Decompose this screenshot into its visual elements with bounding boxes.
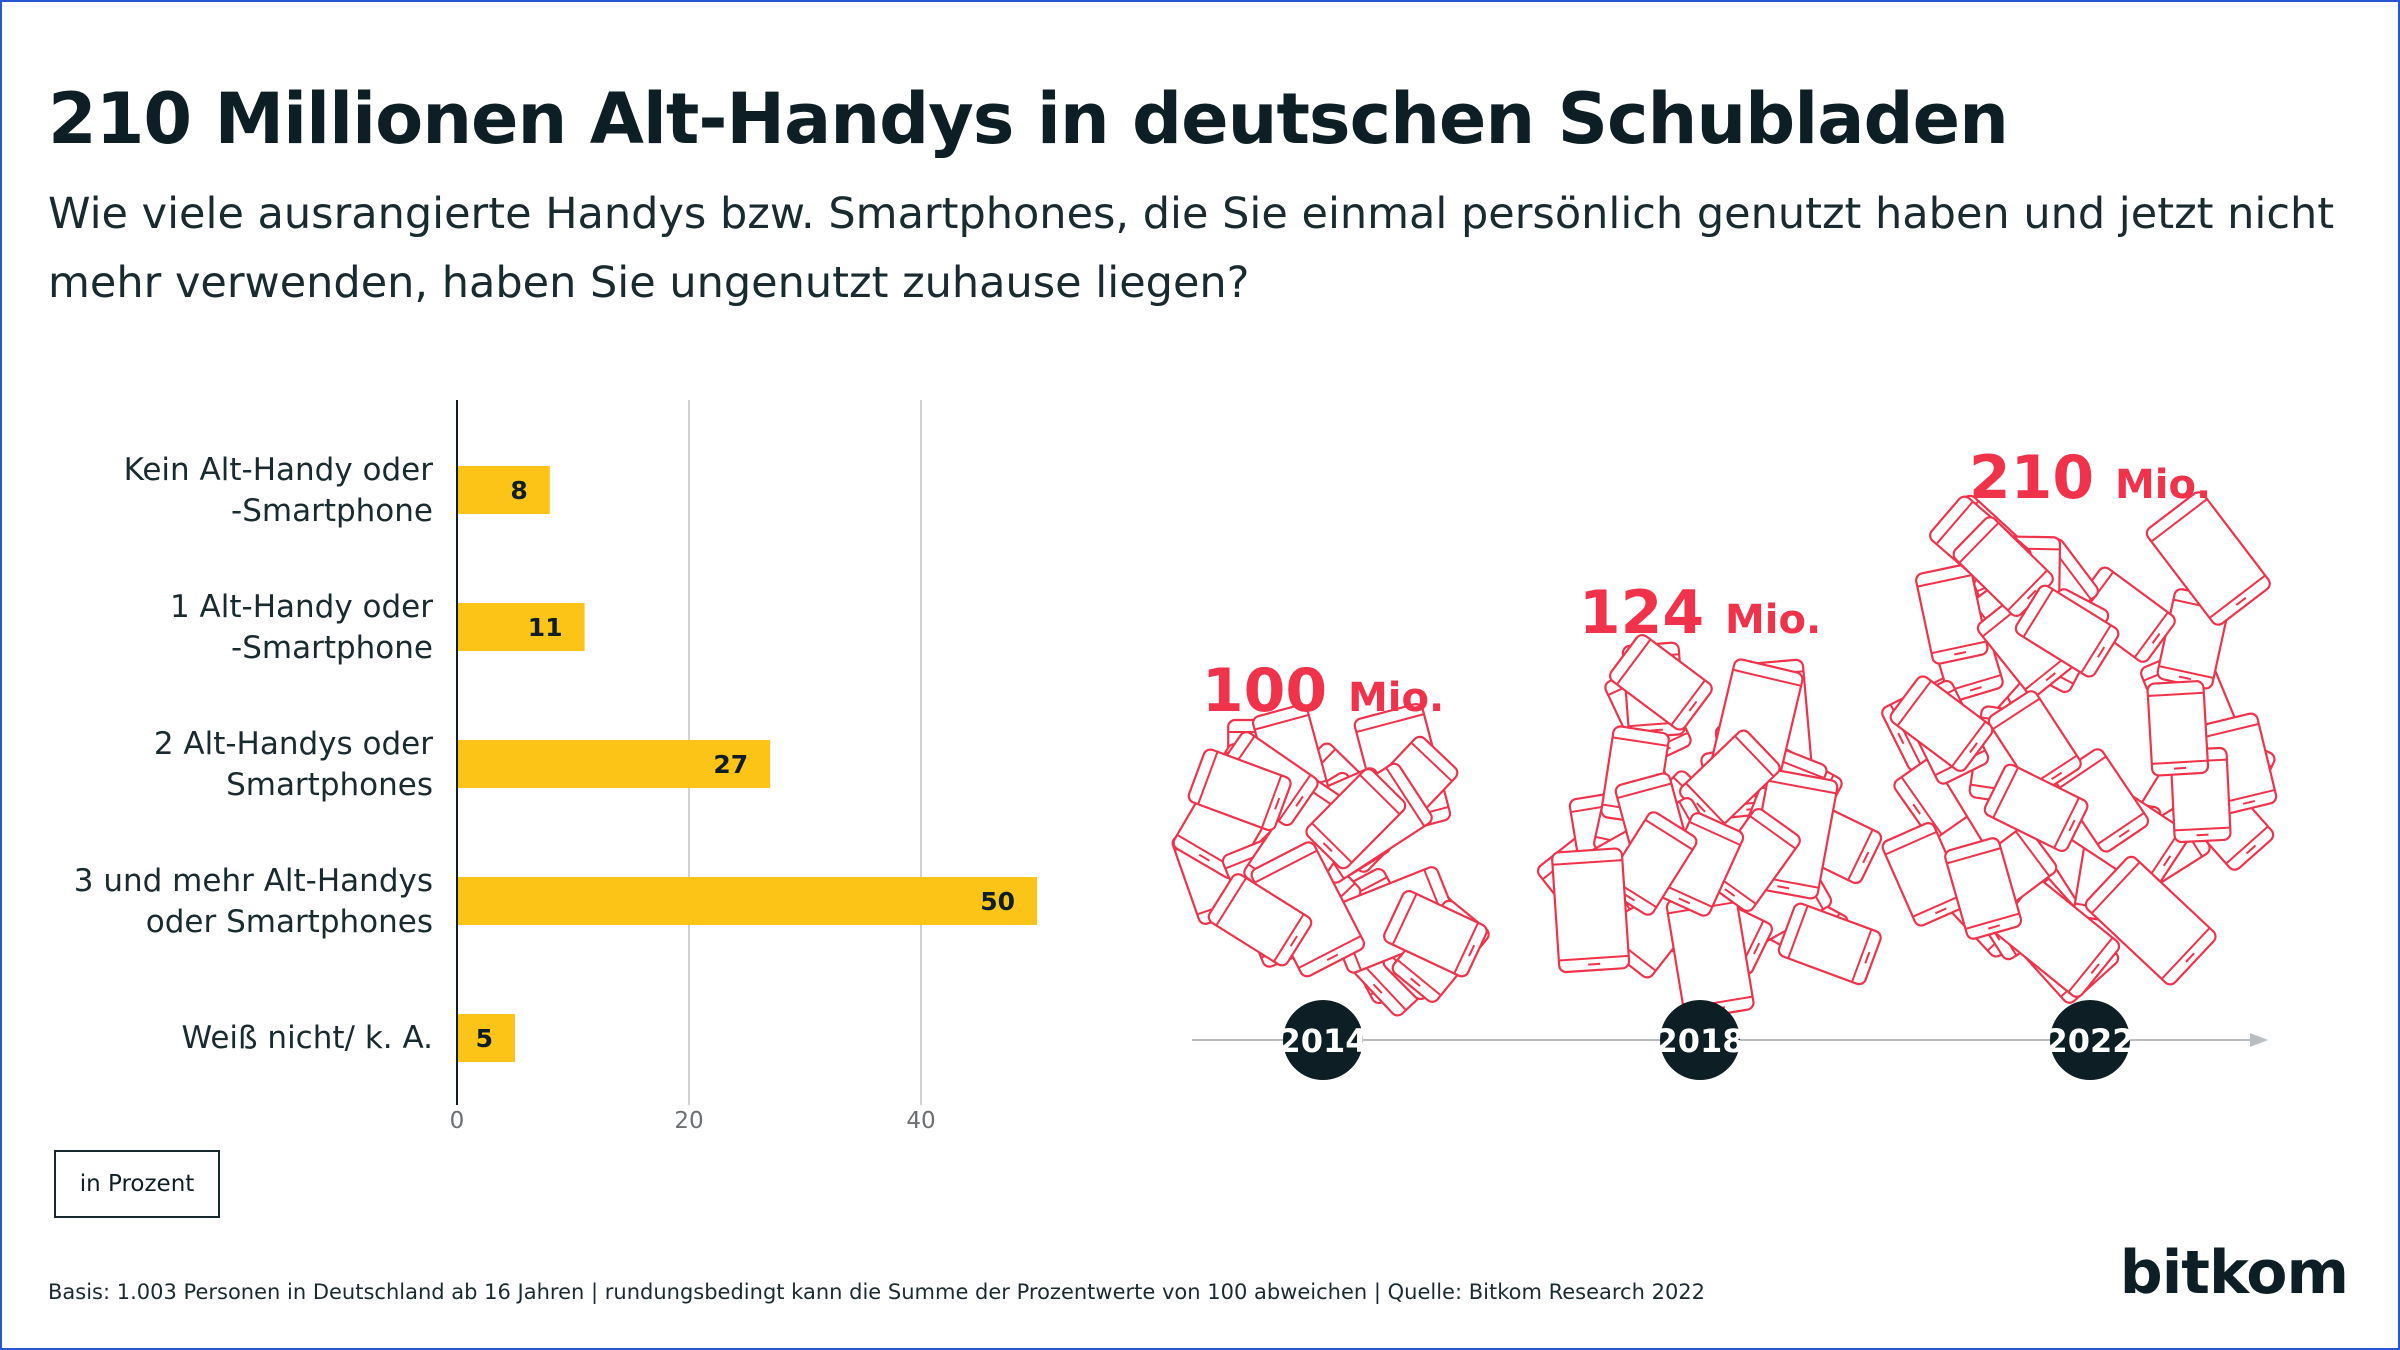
phone-pile — [1881, 491, 2278, 1004]
category-label: Kein Alt-Handy oder — [124, 452, 434, 488]
phone-icon — [1187, 748, 1292, 832]
category-label: -Smartphone — [231, 630, 433, 666]
bar — [457, 740, 771, 788]
pile-value-unit: Mio. — [1725, 597, 1821, 643]
bar-chart: 0 20 40 8 Kein Alt-Handy oder -Smartphone 11 1 … — [74, 400, 1037, 1134]
category-label: -Smartphone — [231, 493, 433, 529]
category-label: 3 und mehr Alt-Handys — [74, 863, 433, 899]
phone-pile — [1536, 634, 1883, 1020]
bar-value-label: 50 — [980, 887, 1015, 916]
phone-icon — [2145, 491, 2271, 626]
pile-value-unit: Mio. — [1348, 675, 1444, 721]
phone-icon — [1983, 763, 2089, 853]
year-badge — [2050, 1000, 2130, 1080]
category-label: 2 Alt-Handys oder — [154, 726, 433, 762]
phone-icon — [2084, 855, 2217, 986]
year-label: 2014 — [1278, 1022, 1367, 1060]
phone-icon — [1944, 837, 2023, 940]
bar-value-label: 8 — [510, 476, 527, 505]
pile-value-unit: Mio. — [2115, 462, 2211, 508]
phone-icon — [1551, 847, 1631, 974]
page-subtitle: Wie viele ausrangierte Handys bzw. Smart… — [48, 189, 2335, 308]
phone-icon — [1305, 768, 1407, 870]
bar — [457, 877, 1037, 925]
pile-value-label: 124 Mio. — [1579, 578, 1821, 648]
pile-value-number: 100 — [1202, 656, 1348, 726]
bar-value-label: 27 — [713, 750, 748, 779]
year-badge — [1660, 1000, 1740, 1080]
phone-icon — [1608, 634, 1713, 731]
phone-icon — [1777, 902, 1882, 986]
pile-value-number: 124 — [1579, 578, 1725, 648]
phone-icon — [2014, 584, 2120, 678]
bar-value-label: 5 — [476, 1024, 493, 1053]
x-tick-label: 40 — [906, 1108, 935, 1134]
footnote: Basis: 1.003 Personen in Deutschland ab … — [48, 1280, 1706, 1304]
year-label: 2022 — [2045, 1022, 2134, 1060]
unit-label: in Prozent — [54, 1150, 220, 1218]
phone-icon — [2054, 748, 2150, 853]
year-badge — [1283, 1000, 1363, 1080]
category-label: oder Smartphones — [146, 904, 433, 940]
phone-icon — [1915, 563, 1989, 665]
phone-icon — [1952, 516, 2054, 617]
bar-value-label: 11 — [528, 613, 563, 642]
phone-icon — [1881, 822, 1968, 927]
category-label: Smartphones — [226, 767, 433, 803]
phone-icon — [1383, 890, 1488, 978]
year-label: 2018 — [1655, 1022, 1744, 1060]
phone-pile — [1171, 703, 1490, 1017]
bitkom-logo: bitkom — [2119, 1238, 2349, 1308]
pile-value-number: 210 — [1969, 443, 2115, 513]
pile-value-label: 100 Mio. — [1202, 656, 1444, 726]
bar — [457, 1014, 515, 1062]
page-title: 210 Millionen Alt-Handys in deutschen Sc… — [48, 78, 2009, 160]
phone-icon — [2146, 680, 2210, 777]
timeline-arrow-icon — [2250, 1033, 2268, 1047]
category-label: 1 Alt-Handy oder — [170, 589, 433, 625]
category-label: Weiß nicht/ k. A. — [182, 1020, 433, 1056]
bar — [457, 466, 550, 514]
phone-icon — [1889, 675, 1994, 772]
bar — [457, 603, 585, 651]
pile-value-label: 210 Mio. — [1969, 443, 2211, 513]
phone-icon — [1207, 873, 1313, 967]
x-tick-label: 0 — [450, 1108, 465, 1134]
x-tick-label: 20 — [674, 1108, 703, 1134]
